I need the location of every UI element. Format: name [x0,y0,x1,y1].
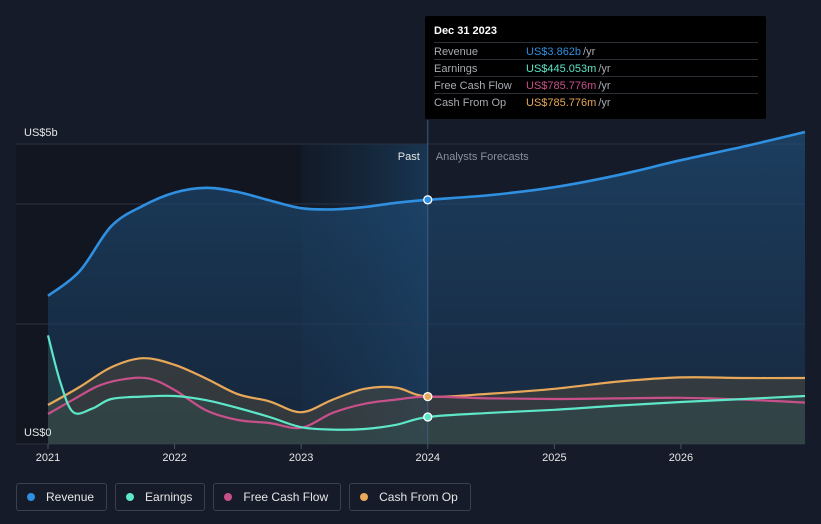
x-tick-label: 2025 [542,452,566,464]
cash-from-op-line [47,357,806,414]
x-tick-label: 2022 [162,452,186,464]
tooltip-date: Dec 31 2023 [434,25,497,37]
legend-item-free-cash-flow[interactable]: Free Cash Flow [213,483,342,511]
legend-item-cash-from-op[interactable]: Cash From Op [349,483,471,511]
legend-label: Cash From Op [379,490,458,504]
legend-dot-icon [360,493,369,501]
revenue-area [48,132,805,444]
earnings-area [48,335,805,444]
cash-from-op-area [48,358,805,444]
earnings-marker [423,412,433,422]
legend-dot-icon [126,493,135,501]
forecast-label: Analysts Forecasts [436,151,529,163]
tooltip-row-cash-from-op: Cash From Op US$785.776m/yr [434,93,758,111]
tooltip-row-free-cash-flow: Free Cash Flow US$785.776m/yr [434,76,758,94]
tooltip-value: US$785.776m/yr [526,80,611,92]
earnings-line [46,335,806,431]
legend-label: Revenue [46,490,95,504]
past-label: Past [398,151,420,163]
x-tick-label: 2026 [669,452,693,464]
y-label-top: US$5b [24,127,58,139]
legend-label: Free Cash Flow [243,490,329,504]
tooltip-label: Free Cash Flow [434,80,512,92]
cash-from-op-marker [423,391,433,402]
tooltip: Dec 31 2023 Revenue US$3.862b/yr Earning… [425,16,766,119]
y-label-bottom: US$0 [24,427,52,439]
legend-item-earnings[interactable]: Earnings [115,483,206,511]
tooltip-value: US$445.053m/yr [526,63,611,75]
legend: Revenue Earnings Free Cash Flow Cash Fro… [16,483,471,513]
free-cash-flow-line [47,376,806,430]
x-tick-label: 2024 [416,452,440,464]
legend-item-revenue[interactable]: Revenue [16,483,108,511]
legend-dot-icon [27,493,35,501]
tooltip-label: Earnings [434,63,478,75]
x-tick-label: 2023 [289,452,313,464]
tooltip-value: US$3.862b/yr [526,46,596,58]
tooltip-row-earnings: Earnings US$445.053m/yr [434,59,758,77]
legend-dot-icon [224,493,233,501]
tooltip-label: Revenue [434,46,479,58]
tooltip-label: Cash From Op [434,97,507,109]
revenue-marker [423,195,433,205]
tooltip-row-revenue: Revenue US$3.862b/yr [434,42,758,60]
revenue-line [47,130,806,297]
x-tick-label: 2021 [36,452,60,464]
legend-label: Earnings [145,490,193,504]
tooltip-value: US$785.776m/yr [526,97,611,109]
